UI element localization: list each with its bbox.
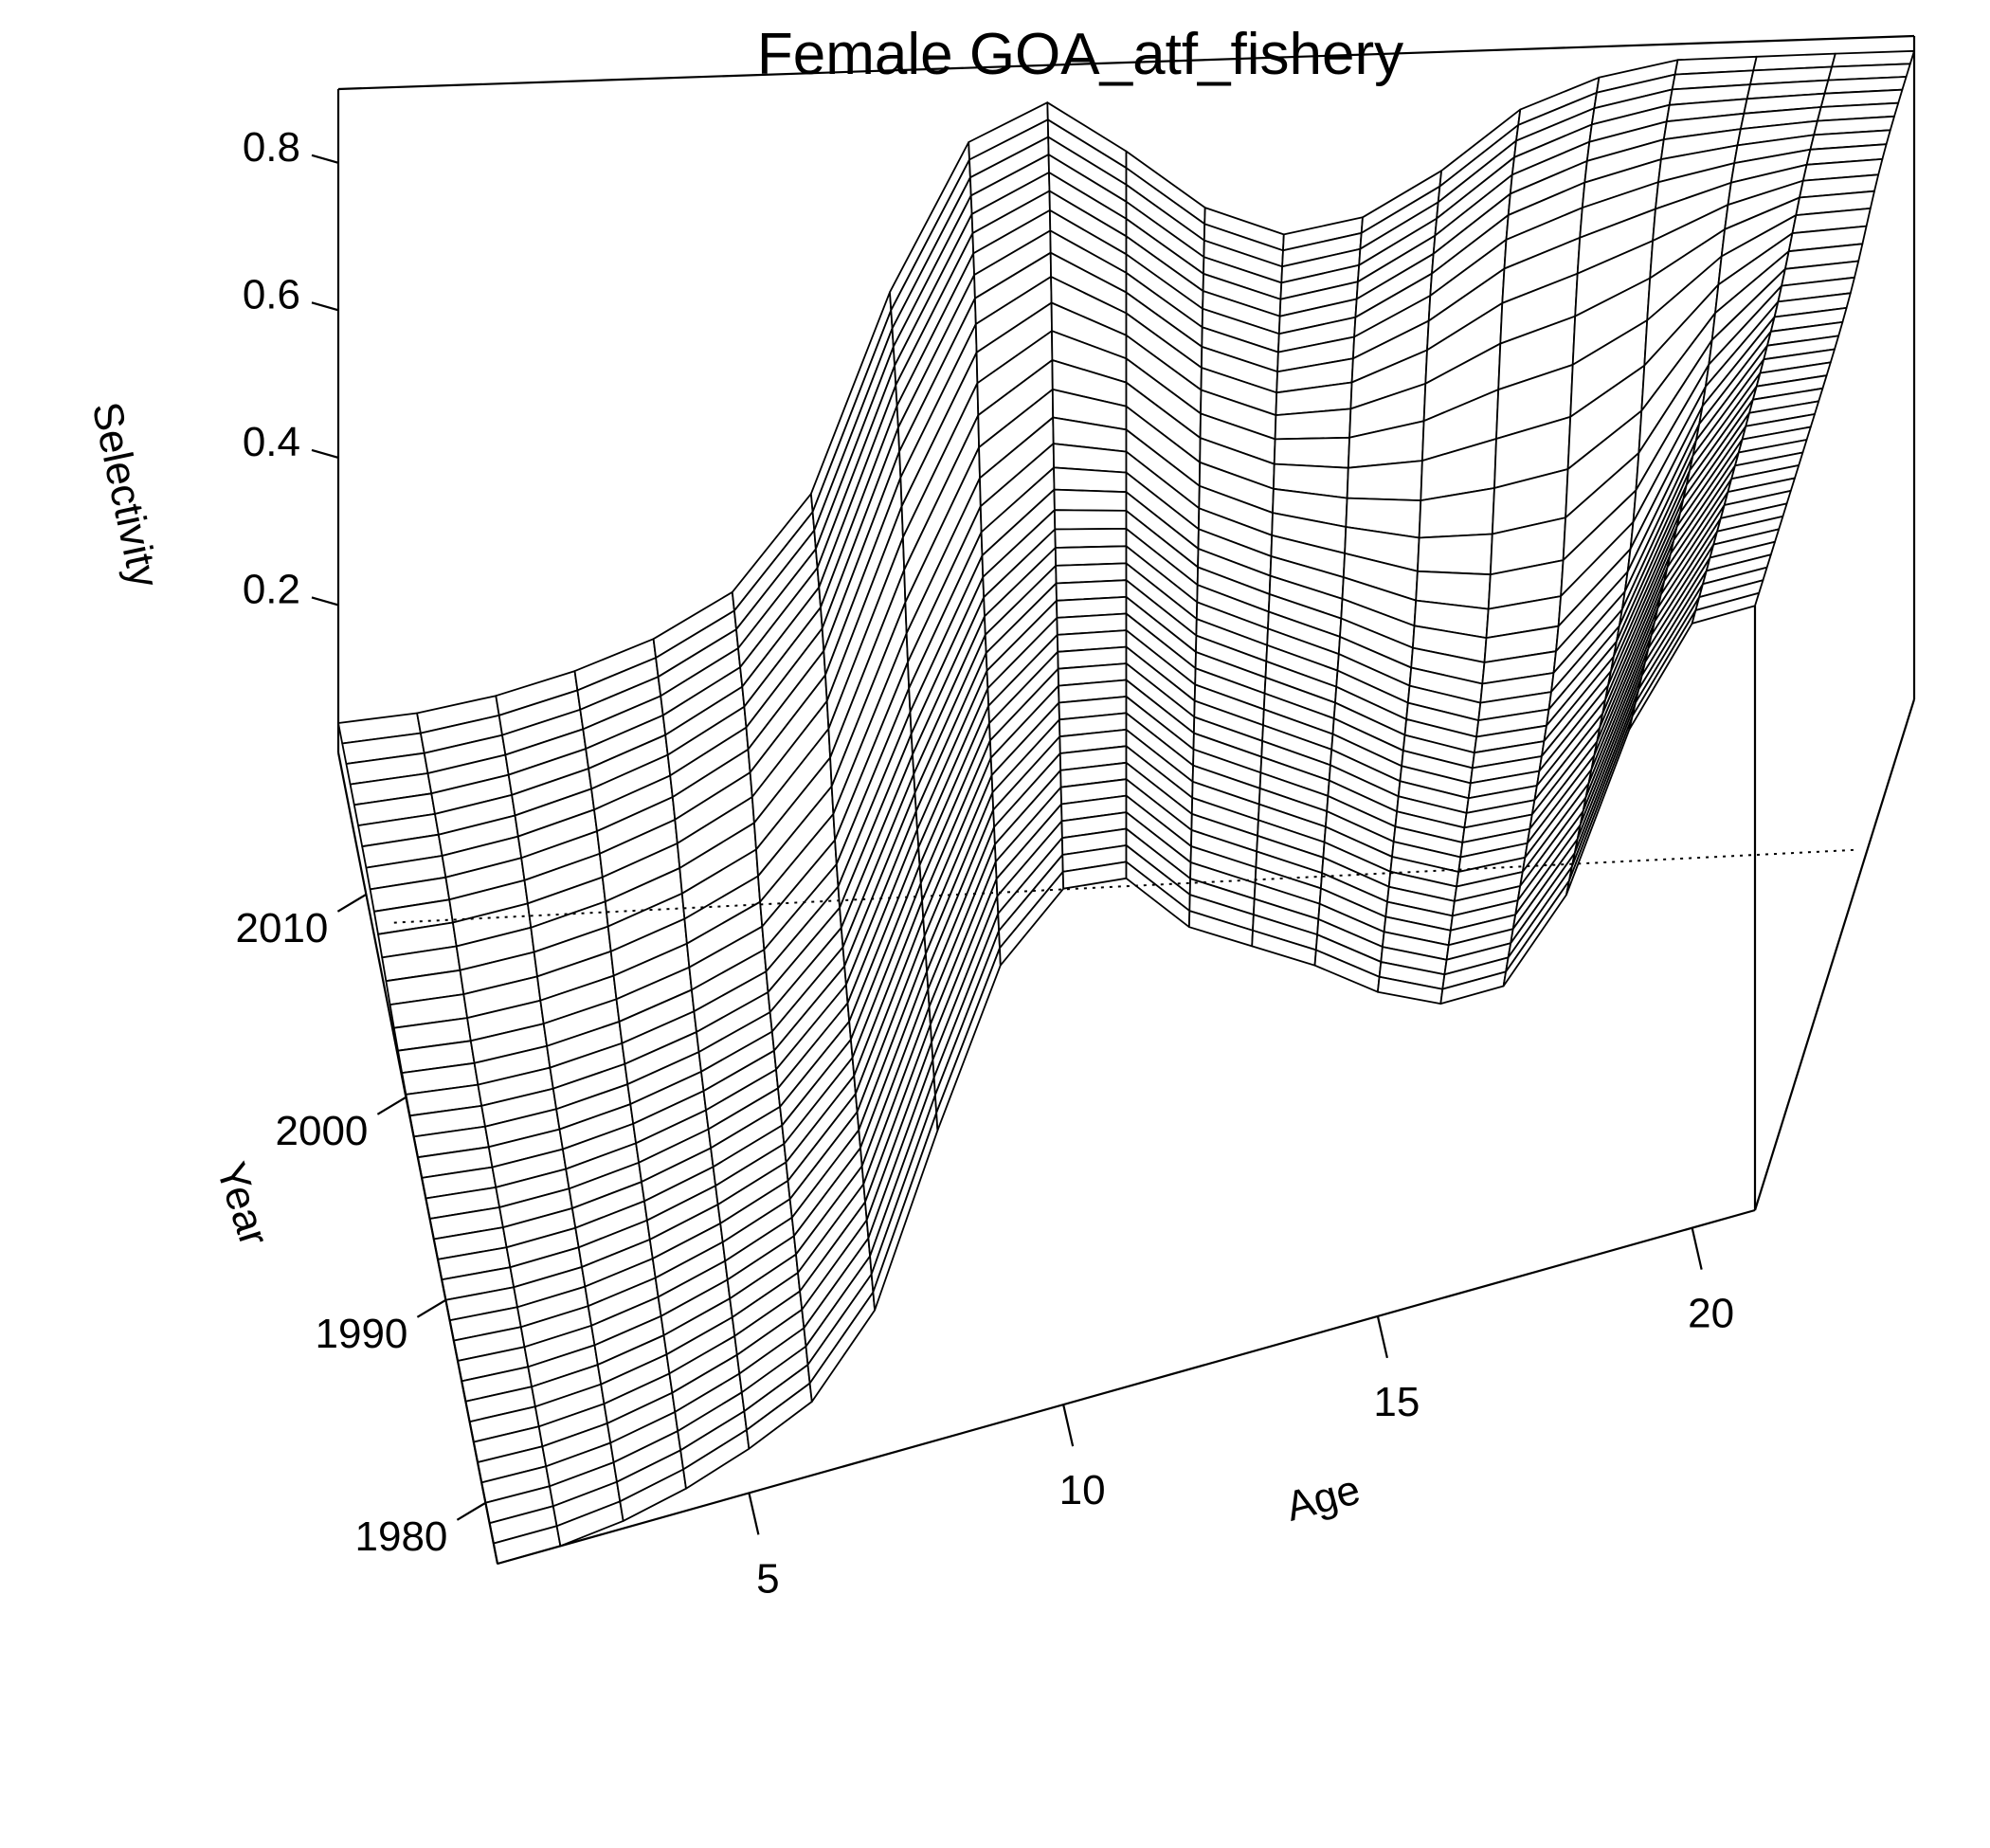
x-tick-mark xyxy=(1691,1227,1703,1270)
y-tick-label: 2000 xyxy=(276,1108,369,1154)
surface-facet xyxy=(1054,545,1128,567)
y-tick-mark xyxy=(416,1298,446,1318)
z-tick-mark xyxy=(311,448,339,459)
surface-facet xyxy=(1691,591,1761,625)
chart-title: Female GOA_atf_fishery xyxy=(757,22,1403,87)
x-tick-mark xyxy=(1376,1315,1388,1359)
z-tick-mark xyxy=(311,596,339,607)
surface-facet xyxy=(1054,528,1128,549)
axis-ticks: 0.2 0.4 0.6 0.8 1980 1990 2000 2010 5 10 15 20 xyxy=(236,124,1735,1603)
z-tick-label: 0.6 xyxy=(243,271,300,317)
box-base-right-edge xyxy=(1753,698,1916,1211)
z-axis-title: Selectivity xyxy=(83,398,168,591)
hidden-edge-dotted xyxy=(393,848,1859,924)
surface-facet xyxy=(1053,488,1128,512)
y-axis-title: Year xyxy=(208,1157,278,1252)
y-tick-label: 1980 xyxy=(355,1513,448,1560)
y-tick-mark xyxy=(336,893,367,913)
x-tick-label: 20 xyxy=(1688,1291,1734,1337)
x-tick-label: 10 xyxy=(1059,1467,1106,1513)
box-back-top-edge xyxy=(337,34,1915,91)
y-tick-label: 2010 xyxy=(236,905,329,951)
surface-facet xyxy=(1417,533,1493,576)
z-tick-mark xyxy=(311,301,339,312)
y-tick-mark xyxy=(456,1501,486,1521)
box-base-front-edge xyxy=(497,1208,1756,1566)
x-tick-mark xyxy=(1062,1404,1075,1447)
x-axis-title: Age xyxy=(1281,1466,1365,1531)
plot-box xyxy=(336,34,1916,1566)
z-tick-label: 0.2 xyxy=(243,566,300,612)
z-tick-label: 0.4 xyxy=(243,419,300,465)
y-tick-label: 1990 xyxy=(316,1311,408,1357)
z-tick-mark xyxy=(311,154,339,164)
surface-mesh xyxy=(337,49,1915,1565)
surface-facet xyxy=(1054,509,1128,531)
y-tick-mark xyxy=(376,1096,407,1115)
surface-facet xyxy=(1346,460,1423,501)
surface-facet xyxy=(1273,436,1350,469)
x-tick-mark xyxy=(748,1493,760,1535)
box-base-left-edge xyxy=(336,752,499,1565)
x-tick-label: 15 xyxy=(1373,1379,1420,1425)
surface-facet xyxy=(1053,466,1128,494)
x-tick-label: 5 xyxy=(756,1555,779,1602)
z-tick-label: 0.8 xyxy=(243,124,300,171)
